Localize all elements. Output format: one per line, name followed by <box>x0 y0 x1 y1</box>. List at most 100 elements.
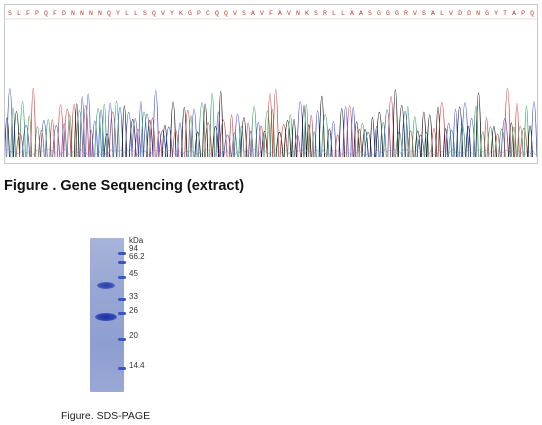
trace-peak <box>369 117 376 158</box>
trace-peak <box>326 128 333 158</box>
trace-peak <box>345 105 354 158</box>
trace-peak <box>279 124 288 158</box>
trace-peak <box>61 123 67 158</box>
trace-peak <box>134 129 142 158</box>
trace-peak <box>138 101 144 158</box>
trace-peak <box>318 96 325 158</box>
trace-peak <box>405 106 411 158</box>
trace-peak <box>106 103 114 158</box>
mw-label-33: 33 <box>129 292 138 301</box>
trace-baseline <box>5 148 537 157</box>
sample-band <box>95 313 117 321</box>
trace-peak <box>334 134 341 158</box>
trace-peak <box>169 101 177 158</box>
trace-peak <box>516 125 524 158</box>
kda-label: kDa <box>129 236 144 245</box>
trace-peak <box>519 128 528 158</box>
trace-peak <box>218 90 224 158</box>
trace-peak <box>40 120 48 158</box>
trace-peak <box>149 117 156 158</box>
trace-peak <box>79 96 85 158</box>
trace-peak <box>500 118 509 158</box>
trace-peak <box>342 106 349 158</box>
trace-peak <box>269 109 275 158</box>
trace-peak <box>311 131 317 158</box>
chromatogram-traces: S L F P Q F D N N N N Q Y L L S Q V Y K … <box>5 10 537 158</box>
trace-peak <box>113 101 120 158</box>
trace-peak <box>188 115 194 158</box>
trace-peak <box>330 121 337 158</box>
trace-peak <box>75 110 84 158</box>
sequence-letters: S L F P Q F D N N N N Q Y L L S Q V Y K … <box>8 10 537 17</box>
trace-peak <box>379 122 387 158</box>
trace-peak <box>275 131 284 158</box>
mw-label-94: 94 <box>129 244 138 253</box>
trace-peak <box>63 108 72 158</box>
trace-peak <box>181 106 188 158</box>
marker-band <box>118 338 126 341</box>
trace-peak <box>503 88 512 158</box>
trace-peak <box>219 119 228 158</box>
trace-peak <box>82 105 90 158</box>
trace-peak <box>30 87 37 158</box>
trace-peak <box>204 122 213 158</box>
trace-peak <box>414 130 421 158</box>
trace-peak <box>94 108 102 158</box>
trace-peak <box>445 122 453 158</box>
gene-sequencing-chromatogram: S L F P Q F D N N N N Q Y L L S Q V Y K … <box>4 4 538 164</box>
trace-peak <box>223 134 232 158</box>
trace-peak <box>248 130 254 158</box>
trace-peak <box>254 122 262 158</box>
trace-peak <box>358 122 367 158</box>
marker-band <box>118 252 126 255</box>
trace-peak <box>397 105 406 158</box>
trace-peak <box>479 131 486 158</box>
trace-peak <box>245 122 251 158</box>
trace-peak <box>527 125 533 158</box>
trace-peak <box>486 126 495 158</box>
trace-peak <box>261 131 268 158</box>
trace-peak <box>475 92 482 158</box>
trace-peak <box>420 111 427 158</box>
trace-peak <box>523 105 530 158</box>
trace-peak <box>74 103 80 158</box>
trace-peak <box>57 104 65 158</box>
trace-peak <box>435 106 441 158</box>
trace-peak <box>383 109 392 158</box>
marker-band <box>118 298 126 301</box>
trace-peak <box>356 129 363 158</box>
trace-peak <box>303 104 309 158</box>
trace-peak <box>467 118 476 158</box>
trace-peak <box>461 102 469 158</box>
trace-peak <box>430 128 438 158</box>
trace-peak <box>5 117 10 158</box>
trace-peak <box>156 131 163 158</box>
trace-peak <box>257 125 265 158</box>
trace-peak <box>364 132 373 158</box>
trace-peak <box>184 109 192 158</box>
trace-peak <box>291 119 297 158</box>
trace-peak <box>392 89 399 158</box>
mw-label-14: 14.4 <box>129 361 145 370</box>
trace-peak <box>140 111 148 158</box>
trace-peak <box>338 108 345 158</box>
trace-peak <box>416 134 425 158</box>
trace-peak <box>423 132 430 158</box>
trace-peak <box>283 120 292 158</box>
trace-peak <box>13 111 20 158</box>
trace-peak <box>530 101 537 158</box>
trace-peak <box>164 126 173 158</box>
trace-peak <box>443 128 449 158</box>
trace-peak <box>448 130 456 158</box>
trace-peak <box>375 111 384 158</box>
trace-peak <box>361 129 369 158</box>
trace-peak <box>146 120 154 158</box>
marker-band <box>118 367 126 370</box>
trace-peak <box>508 122 515 158</box>
trace-peak <box>407 130 414 158</box>
trace-peak <box>272 89 279 158</box>
trace-peak <box>212 126 219 158</box>
trace-peak <box>198 102 206 158</box>
trace-peak <box>511 126 517 158</box>
trace-peak <box>49 119 56 158</box>
